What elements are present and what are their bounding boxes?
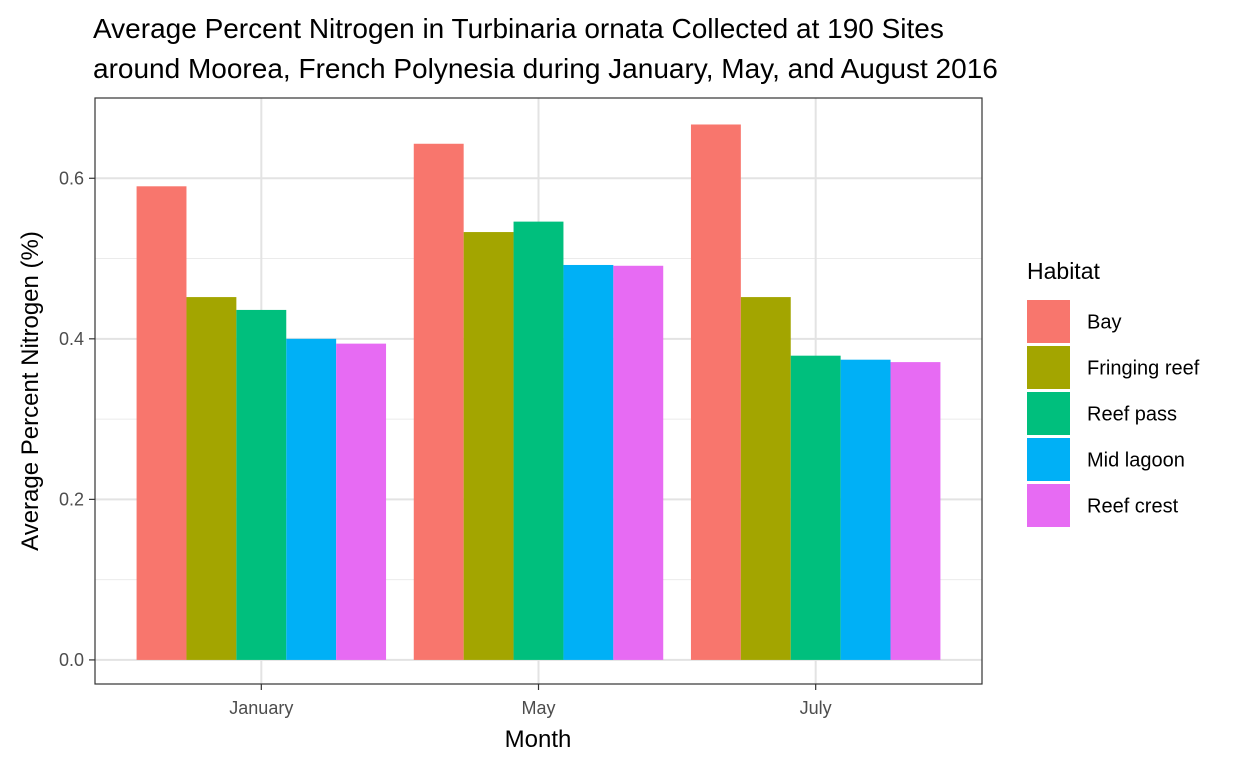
legend-key: [1027, 300, 1070, 343]
legend-label: Mid lagoon: [1087, 450, 1185, 472]
y-tick-label: 0.4: [59, 329, 84, 349]
legend-label: Reef pass: [1087, 404, 1177, 426]
chart-title-line-2: around Moorea, French Polynesia during J…: [93, 53, 998, 84]
bar-reef-crest-july: [890, 362, 941, 660]
legend-title: Habitat: [1027, 258, 1100, 284]
x-tick-label: May: [521, 698, 555, 718]
bar-reef-pass-july: [790, 355, 841, 660]
legend-label: Reef crest: [1087, 496, 1179, 518]
legend-key: [1027, 346, 1070, 389]
y-tick-label: 0.0: [59, 650, 84, 670]
x-tick-label: July: [800, 698, 832, 718]
bar-mid-lagoon-january: [286, 338, 337, 660]
bar-fringing-reef-january: [186, 297, 237, 660]
bars: [136, 124, 941, 660]
bar-reef-crest-january: [336, 343, 387, 660]
bar-fringing-reef-july: [740, 297, 791, 660]
bar-bay-july: [690, 124, 741, 660]
x-axis-title: Month: [505, 726, 572, 753]
bar-mid-lagoon-may: [563, 264, 614, 660]
legend-key: [1027, 438, 1070, 481]
bar-bay-january: [136, 186, 187, 660]
bar-reef-crest-may: [613, 265, 664, 660]
bar-fringing-reef-may: [463, 232, 514, 660]
legend-key: [1027, 484, 1070, 527]
y-tick-label: 0.2: [59, 489, 84, 509]
chart-title-line-1: Average Percent Nitrogen in Turbinaria o…: [93, 13, 944, 44]
legend-label: Fringing reef: [1087, 358, 1200, 380]
legend-key: [1027, 392, 1070, 435]
bar-mid-lagoon-july: [840, 359, 891, 660]
bar-bay-may: [413, 143, 464, 660]
bar-reef-pass-may: [513, 221, 564, 660]
x-tick-label: January: [229, 698, 293, 718]
axes: 0.0 0.2 0.4 0.6 January May July: [59, 168, 832, 718]
bar-reef-pass-january: [236, 309, 287, 660]
legend: Habitat Bay Fringing reef Reef pass Mid lag…: [1027, 258, 1200, 527]
y-tick-label: 0.6: [59, 168, 84, 188]
y-axis-title: Average Percent Nitrogen (%): [17, 231, 44, 551]
legend-label: Bay: [1087, 312, 1121, 334]
